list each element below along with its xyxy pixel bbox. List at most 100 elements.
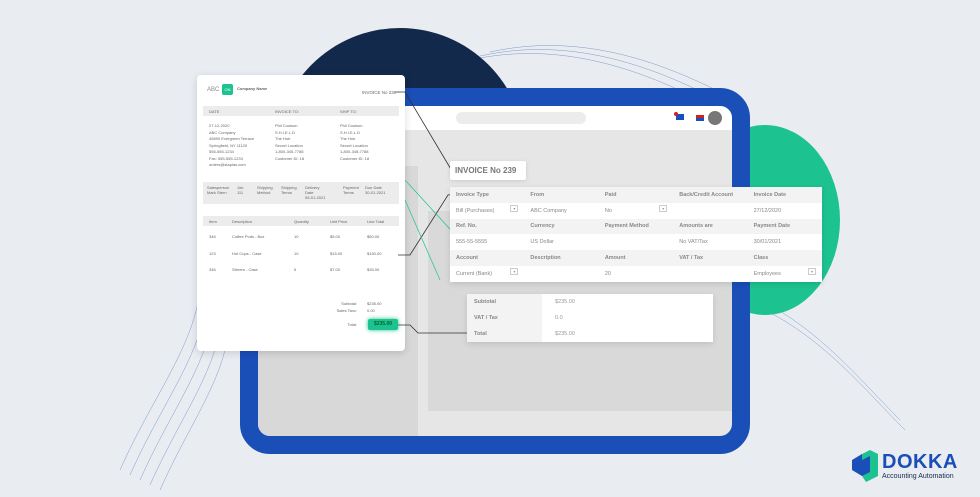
- meta-text: Date: [305, 190, 314, 195]
- field-text: Employees: [753, 270, 781, 277]
- address-line: 27-12-2020: [209, 123, 230, 128]
- chevron-down-icon[interactable]: ▾: [808, 267, 817, 275]
- address-line: 555-555-1234: [209, 149, 234, 154]
- field-label: Account: [450, 255, 524, 261]
- meta-text: 111: [237, 190, 244, 195]
- meta-text: Shipping: [281, 185, 297, 190]
- field-text: Back/Credit Account: [679, 191, 734, 198]
- chevron-down-icon[interactable]: ▾: [659, 204, 668, 212]
- brand-name: DOKKA: [882, 451, 958, 473]
- totals-panel: Subtotal $235.00 VAT / Tax 0.0 Total $235.00: [467, 294, 713, 342]
- field-value[interactable]: No ▾: [599, 204, 673, 214]
- field-text: Amounts are: [679, 223, 713, 230]
- chevron-down-icon[interactable]: ▾: [510, 204, 519, 212]
- field-text: 555-55-5555: [456, 239, 488, 246]
- address-line: Phil Coulson: [340, 123, 363, 128]
- item-cell: $5.00: [330, 234, 341, 239]
- header-date: DATE: [209, 109, 220, 114]
- form-label-row: Invoice Type From Paid Back/Credit Account I…: [450, 187, 822, 203]
- item-cell: Stirrers - Case: [232, 267, 258, 272]
- address-line: orders@staplas.com: [209, 162, 246, 167]
- field-text: 27/12/2020: [753, 207, 782, 214]
- field-label: Currency: [524, 223, 598, 229]
- item-cell: $7.00: [330, 267, 341, 272]
- field-text: From: [530, 191, 545, 198]
- item-cell: $150.00: [367, 250, 382, 256]
- field-text: Class: [753, 255, 769, 262]
- field-value[interactable]: 30/01/2021: [748, 239, 822, 245]
- totals-value: $235.00: [555, 331, 575, 337]
- address-line: Springfield, NY 11120: [209, 142, 248, 148]
- tax-label: Sales Taxc:: [336, 308, 357, 313]
- item-cell: $15.00: [330, 250, 343, 256]
- address-line: Customer ID: 18: [340, 155, 370, 161]
- invoice-document: ABC ON Company Name INVOICE No 239 DATE …: [197, 75, 405, 351]
- avatar[interactable]: [708, 111, 722, 125]
- meta-band: Salesperson Mark Stern Job 111 Shipping Metho…: [203, 182, 399, 204]
- address-line: 1-800-345-7788: [340, 149, 369, 154]
- field-text: Current (Bank): [456, 270, 493, 277]
- item-cell: Hot Cups - Case: [232, 250, 262, 256]
- ship-address: Phil Coulson S.H.I.E.L.D The Hub Secret Loc…: [340, 123, 369, 162]
- item-cell: $35.00: [367, 267, 380, 272]
- field-value[interactable]: ABC Company: [524, 208, 598, 214]
- address-line: 1-800-345-7788: [275, 149, 304, 154]
- address-line: Fax: 555-555-1233: [209, 155, 243, 161]
- subtotal-value: $235.00: [367, 301, 382, 306]
- tax-value: 0.00: [367, 308, 375, 313]
- item-cell: 346: [209, 234, 216, 239]
- chat-icon[interactable]: [674, 112, 684, 120]
- flag-icon[interactable]: [696, 115, 704, 121]
- address-line: The Hub: [275, 136, 291, 141]
- meta-field: Payment Terms: [343, 185, 359, 195]
- field-text: Invoice Date: [753, 191, 787, 198]
- dokka-logo-icon: [852, 450, 878, 482]
- field-value[interactable]: Bill (Purchases) ▾: [450, 204, 524, 214]
- field-label: Class: [748, 255, 822, 261]
- address-line: The Hub: [340, 136, 356, 141]
- totals-row: Subtotal $235.00: [467, 294, 713, 310]
- field-value[interactable]: 555-55-5555: [450, 239, 524, 245]
- meta-text: Terms: [343, 190, 354, 195]
- field-value[interactable]: 27/12/2020: [748, 208, 822, 214]
- header-ship-to: SHIP TO:: [340, 109, 357, 114]
- field-text: Invoice Type: [456, 191, 489, 198]
- field-text: Payment Method: [604, 223, 649, 230]
- meta-field: Shipping Terms: [281, 185, 297, 195]
- totals-row: Total $235.00: [467, 326, 713, 342]
- brand-tagline: Accounting Automation: [882, 473, 954, 480]
- field-label: Payment Method: [599, 223, 673, 229]
- field-text: US Dollar: [530, 239, 554, 246]
- invoice-number-label: INVOICE No 239: [450, 161, 526, 180]
- logo-badge: ON: [222, 84, 233, 95]
- form-value-row: 555-55-5555 US Dollar No VAT/Tax 30/01/2021: [450, 234, 822, 250]
- address-line: S.H.I.E.L.D: [340, 129, 361, 135]
- form-value-row: Bill (Purchases) ▾ ABC Company No ▾ 27/12/202…: [450, 203, 822, 219]
- field-text: VAT / Tax: [679, 255, 704, 262]
- field-value[interactable]: Employees ▾: [748, 267, 822, 277]
- form-label-row: Account Description Amount VAT / Tax Class: [450, 250, 822, 266]
- meta-text: 30-01-2021: [365, 190, 386, 195]
- totals-value: 0.0: [555, 315, 563, 321]
- item-cell: $50.00: [367, 234, 380, 239]
- from-address: 27-12-2020 ABC Company 45690 Evergreen Ter…: [209, 123, 254, 169]
- field-value[interactable]: 20: [599, 271, 673, 277]
- chevron-down-icon[interactable]: ▾: [510, 267, 519, 275]
- field-text: Currency: [530, 223, 555, 230]
- address-line: ABC Company: [209, 129, 236, 135]
- meta-text: Mark Stern: [207, 190, 227, 195]
- item-header: Description: [232, 219, 253, 224]
- form-label-row: Ref. No. Currency Payment Method Amounts ar…: [450, 218, 822, 235]
- search-bar[interactable]: [456, 112, 586, 124]
- to-address: Phil Coulson S.H.I.E.L.D The Hub Secret Loc…: [275, 123, 304, 162]
- field-value[interactable]: No VAT/Tax: [673, 239, 747, 245]
- field-value[interactable]: US Dollar: [524, 239, 598, 245]
- totals-value: $235.00: [555, 299, 575, 305]
- field-value[interactable]: Current (Bank) ▾: [450, 267, 524, 277]
- field-label: From: [524, 192, 598, 198]
- field-text: Amount: [604, 255, 626, 262]
- meta-text: Salesperson: [207, 185, 230, 190]
- meta-field: Job 111: [237, 185, 243, 195]
- form-value-row: Current (Bank) ▾ 20 Employees ▾: [450, 266, 822, 282]
